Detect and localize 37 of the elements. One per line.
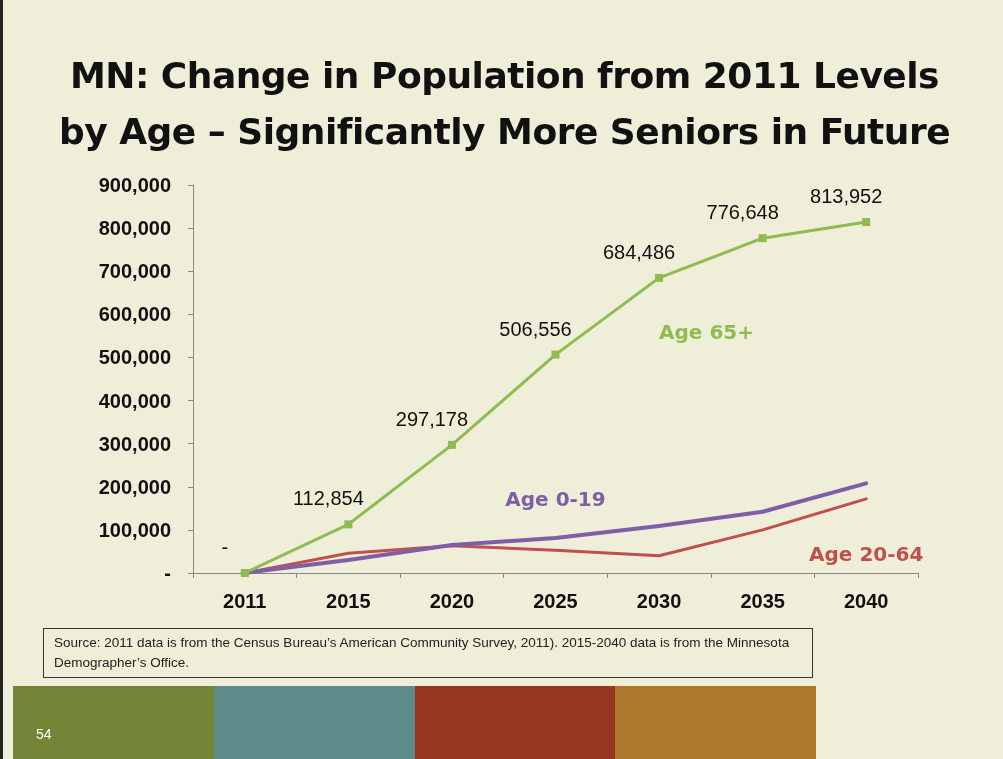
x-tick-label: 2040: [843, 590, 889, 612]
y-tick-label: 600,000: [98, 303, 171, 326]
y-tick-label: 300,000: [98, 432, 171, 455]
series-label: Age 0-19: [505, 487, 606, 512]
x-tick-label: 2020: [429, 590, 475, 612]
point: [447, 440, 456, 449]
x-tick-label: 2011: [223, 590, 267, 612]
data-label: 112,854: [292, 487, 364, 510]
data-label: 813,952: [810, 185, 883, 208]
data-label: 297,178: [395, 407, 469, 430]
point: [655, 273, 664, 282]
point: [862, 218, 871, 227]
y-tick-label: -: [164, 562, 171, 584]
x-tick-label: 2030: [636, 590, 682, 612]
x-tick-label: 2035: [740, 590, 785, 612]
point: [758, 234, 767, 243]
chart-title: MN: Change in Population from 2011 Levels by Age – Significantly More Seniors in Future: [57, 54, 952, 154]
source-note: Source: 2011 data is from the Census Bureau’s American Community Survey, 2011). 2015-2040 data is from the Minnesota Demographer’s Office.: [43, 628, 813, 678]
y-tick-label: 700,000: [98, 260, 171, 283]
text: 54: [36, 726, 52, 742]
y-tick-label: 100,000: [98, 518, 171, 541]
y-tick-label: 200,000: [98, 475, 171, 498]
y-tick-label: 900,000: [98, 174, 171, 196]
data-label: 684,486: [602, 240, 676, 263]
point: [240, 569, 249, 577]
x-tick-label: 2025: [533, 590, 578, 612]
series-label: Age 65+: [659, 320, 754, 345]
series-label: Age 20-64: [809, 541, 924, 566]
point: [344, 520, 353, 529]
data-label: 776,648: [706, 201, 779, 224]
point: [551, 350, 560, 359]
data-label: 506,556: [499, 317, 572, 340]
y-tick-label: 500,000: [98, 346, 171, 369]
y-tick-label: 800,000: [98, 217, 171, 240]
data-label: -: [221, 536, 229, 558]
x-tick-label: 2015: [326, 590, 371, 612]
y-tick-label: 400,000: [98, 389, 171, 412]
